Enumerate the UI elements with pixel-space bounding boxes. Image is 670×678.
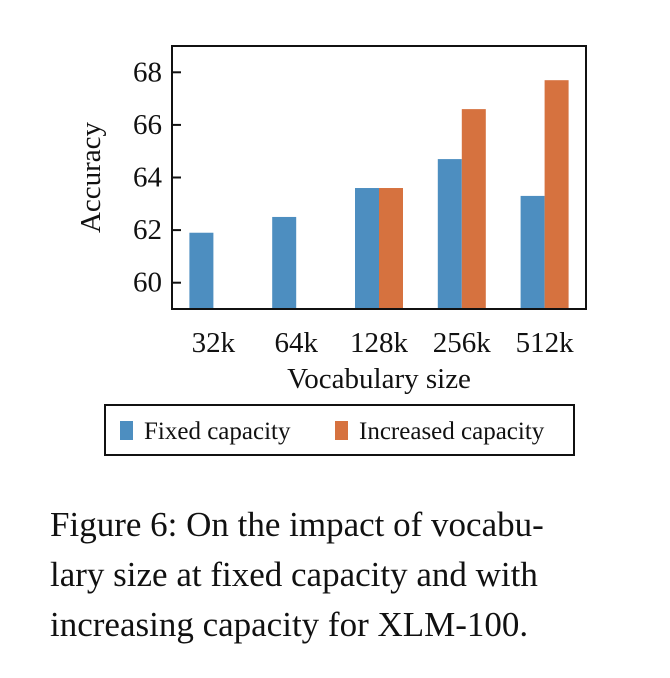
caption-line: increasing capacity for XLM-100. bbox=[50, 605, 529, 644]
caption-line: lary size at fixed capacity and with bbox=[50, 555, 538, 594]
x-tick-label: 128k bbox=[350, 327, 409, 359]
bar-chart: 60 62 64 66 68 32k 64k 128k 256k 512k Accuracy V… bbox=[75, 45, 587, 456]
caption-line: Figure 6: On the impact of vocabu- bbox=[50, 505, 544, 544]
bar-fixed-512k bbox=[520, 195, 545, 309]
x-tick-label: 64k bbox=[274, 327, 318, 359]
y-tick-label: 64 bbox=[133, 162, 163, 194]
y-tick-label: 66 bbox=[133, 109, 162, 141]
y-axis-ticks: 60 62 64 66 68 bbox=[133, 56, 181, 299]
bar-fixed-256k bbox=[437, 159, 462, 309]
bar-fixed-128k bbox=[355, 188, 379, 309]
bar-increased-256k bbox=[461, 109, 486, 310]
bar-fixed-64k bbox=[272, 216, 297, 309]
x-tick-label: 32k bbox=[192, 327, 236, 359]
y-tick-label: 68 bbox=[133, 56, 162, 88]
bar-increased-512k bbox=[544, 80, 569, 309]
bar-increased-128k bbox=[379, 188, 403, 309]
x-tick-label: 512k bbox=[516, 327, 575, 359]
x-axis-label: Vocabulary size bbox=[287, 363, 471, 395]
bar-fixed-32k bbox=[189, 232, 214, 309]
x-tick-label: 256k bbox=[433, 327, 492, 359]
y-tick-label: 62 bbox=[133, 214, 162, 246]
legend-label: Fixed capacity bbox=[144, 418, 291, 445]
legend-label: Increased capacity bbox=[359, 418, 545, 445]
y-axis-label: Accuracy bbox=[75, 121, 107, 233]
x-axis-ticks: 32k 64k 128k 256k 512k bbox=[192, 327, 574, 359]
legend-swatch bbox=[120, 421, 133, 440]
figure-caption: Figure 6: On the impact of vocabu- lary … bbox=[50, 500, 650, 650]
y-tick-label: 60 bbox=[133, 267, 162, 299]
legend-swatch bbox=[335, 421, 348, 440]
bars-group bbox=[189, 80, 569, 310]
legend: Fixed capacity Increased capacity bbox=[104, 404, 575, 456]
